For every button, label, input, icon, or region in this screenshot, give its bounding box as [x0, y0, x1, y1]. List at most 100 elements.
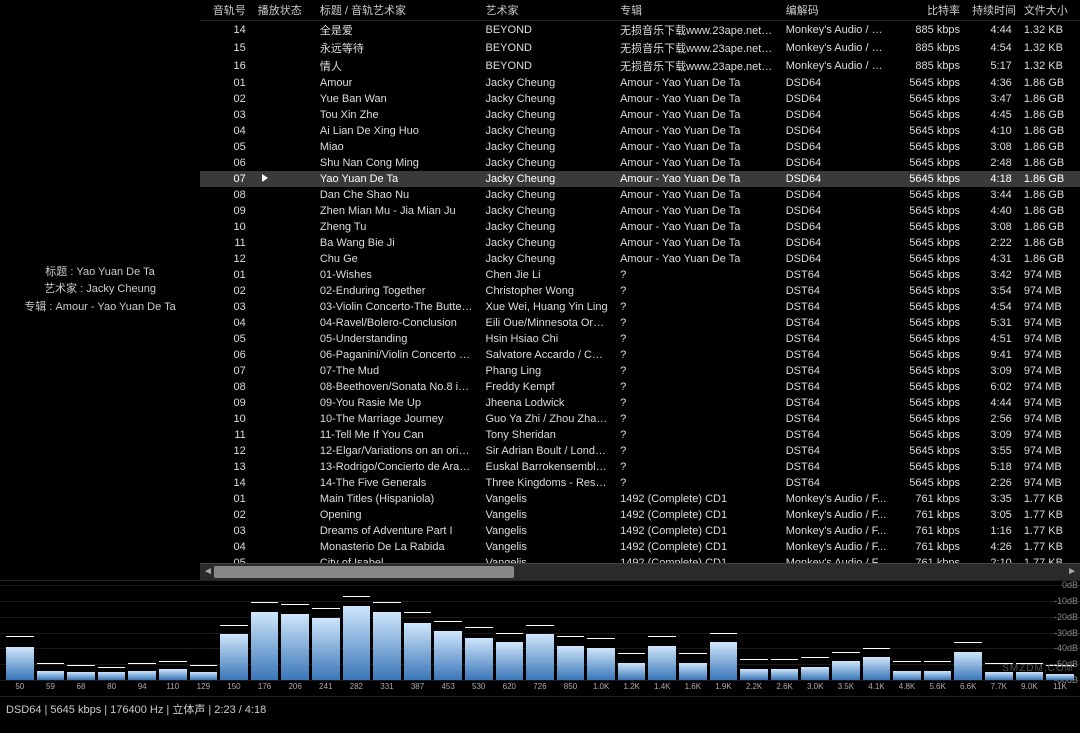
cell-play [252, 219, 314, 235]
cell-size: 1.77 KB [1018, 491, 1080, 507]
table-row[interactable]: 07Yao Yuan De TaJacky CheungAmour - Yao … [200, 171, 1080, 187]
scroll-left-icon[interactable]: ◄ [203, 566, 213, 577]
cell-title: Amour [314, 75, 480, 91]
playlist-scroll[interactable]: 14全是爱BEYOND无损音乐下载www.23ape.net BEY...Mon… [200, 21, 1080, 563]
cell-codec: DSD64 [780, 123, 894, 139]
table-row[interactable]: 0606-Paganini/Violin Concerto no...Salva… [200, 347, 1080, 363]
col-header-bitrate[interactable]: 比特率 [894, 0, 966, 21]
cell-track: 08 [200, 379, 252, 395]
table-row[interactable]: 02Yue Ban WanJacky CheungAmour - Yao Yua… [200, 91, 1080, 107]
freq-label: 282 [350, 682, 363, 691]
table-row[interactable]: 0404-Ravel/Bolero-ConclusionEili Oue/Min… [200, 315, 1080, 331]
col-header-artist[interactable]: 艺术家 [480, 0, 615, 21]
cell-title: Zheng Tu [314, 219, 480, 235]
table-row[interactable]: 1212-Elgar/Variations on an origi...Sir … [200, 443, 1080, 459]
table-row[interactable]: 11Ba Wang Bie JiJacky CheungAmour - Yao … [200, 235, 1080, 251]
table-row[interactable]: 04Monasterio De La RabidaVangelis1492 (C… [200, 539, 1080, 555]
table-row[interactable]: 06Shu Nan Cong MingJacky CheungAmour - Y… [200, 155, 1080, 171]
cell-play [252, 203, 314, 219]
cell-artist: Vangelis [480, 507, 615, 523]
cell-codec: DSD64 [780, 91, 894, 107]
spectrum-bar: 110 [159, 669, 187, 680]
col-header-size[interactable]: 文件大小 [1018, 0, 1080, 21]
table-row[interactable]: 1414-The Five GeneralsThree Kingdoms - R… [200, 475, 1080, 491]
cell-dur: 2:26 [966, 475, 1018, 491]
horizontal-scrollbar[interactable]: ◄ ► [200, 563, 1080, 580]
col-header-title[interactable]: 标题 / 音轨艺术家 [314, 0, 480, 21]
table-row[interactable]: 03Dreams of Adventure Part IVangelis1492… [200, 523, 1080, 539]
cell-size: 974 MB [1018, 331, 1080, 347]
cell-codec: Monkey's Audio / F... [780, 523, 894, 539]
col-header-play[interactable]: 播放状态 [252, 0, 314, 21]
table-row[interactable]: 09Zhen Mian Mu - Jia Mian JuJacky Cheung… [200, 203, 1080, 219]
cell-play [252, 475, 314, 491]
cell-size: 974 MB [1018, 267, 1080, 283]
cell-dur: 5:31 [966, 315, 1018, 331]
cell-album: Amour - Yao Yuan De Ta [614, 107, 780, 123]
table-row[interactable]: 0101-WishesChen Jie Li?DST645645 kbps3:4… [200, 267, 1080, 283]
cell-dur: 3:35 [966, 491, 1018, 507]
cell-bitrate: 5645 kbps [894, 331, 966, 347]
cell-codec: DST64 [780, 315, 894, 331]
cell-album: ? [614, 315, 780, 331]
table-row[interactable]: 04Ai Lian De Xing HuoJacky CheungAmour -… [200, 123, 1080, 139]
cell-title: 14-The Five Generals [314, 475, 480, 491]
cell-dur: 4:54 [966, 299, 1018, 315]
scrollbar-thumb[interactable] [214, 566, 514, 578]
cell-album: 无损音乐下载www.23ape.net BEY... [614, 39, 780, 57]
cell-dur: 9:41 [966, 347, 1018, 363]
cell-album: 无损音乐下载www.23ape.net BEY... [614, 21, 780, 39]
table-row[interactable]: 05MiaoJacky CheungAmour - Yao Yuan De Ta… [200, 139, 1080, 155]
table-row[interactable]: 03Tou Xin ZheJacky CheungAmour - Yao Yua… [200, 107, 1080, 123]
table-row[interactable]: 0808-Beethoven/Sonata No.8 in C ...Fredd… [200, 379, 1080, 395]
table-row[interactable]: 1111-Tell Me If You CanTony Sheridan?DST… [200, 427, 1080, 443]
table-row[interactable]: 0303-Violin Concerto-The Butterfl...Xue … [200, 299, 1080, 315]
cell-bitrate: 5645 kbps [894, 107, 966, 123]
cell-codec: DST64 [780, 379, 894, 395]
table-row[interactable]: 01Main Titles (Hispaniola)Vangelis1492 (… [200, 491, 1080, 507]
cell-title: 全是爱 [314, 21, 480, 39]
cell-album: Amour - Yao Yuan De Ta [614, 187, 780, 203]
col-header-track[interactable]: 音轨号 [200, 0, 252, 21]
spectrum-bar: 1.0K [587, 648, 615, 680]
cell-codec: Monkey's Audio / F... [780, 539, 894, 555]
cell-bitrate: 5645 kbps [894, 219, 966, 235]
cell-title: Shu Nan Cong Ming [314, 155, 480, 171]
cell-size: 1.86 GB [1018, 139, 1080, 155]
cell-codec: DST64 [780, 411, 894, 427]
table-row[interactable]: 01AmourJacky CheungAmour - Yao Yuan De T… [200, 75, 1080, 91]
spectrum-bar: 4.1K [863, 657, 891, 680]
freq-label: 206 [288, 682, 301, 691]
col-header-codec[interactable]: 编解码 [780, 0, 894, 21]
table-row[interactable]: 08Dan Che Shao NuJacky CheungAmour - Yao… [200, 187, 1080, 203]
table-row[interactable]: 14全是爱BEYOND无损音乐下载www.23ape.net BEY...Mon… [200, 21, 1080, 39]
table-row[interactable]: 02OpeningVangelis1492 (Complete) CD1Monk… [200, 507, 1080, 523]
spectrum-bar: 453 [434, 631, 462, 680]
freq-label: 59 [46, 682, 55, 691]
scroll-right-icon[interactable]: ► [1067, 566, 1077, 577]
col-header-dur[interactable]: 持续时间 [966, 0, 1018, 21]
freq-label: 331 [380, 682, 393, 691]
cell-dur: 4:40 [966, 203, 1018, 219]
cell-artist: Guo Ya Zhi / Zhou Zhan T... [480, 411, 615, 427]
table-row[interactable]: 15永远等待BEYOND无损音乐下载www.23ape.net BEY...Mo… [200, 39, 1080, 57]
table-row[interactable]: 0909-You Rasie Me UpJheena Lodwick?DST64… [200, 395, 1080, 411]
table-row[interactable]: 10Zheng TuJacky CheungAmour - Yao Yuan D… [200, 219, 1080, 235]
table-row[interactable]: 0707-The MudPhang Ling?DST645645 kbps3:0… [200, 363, 1080, 379]
table-row[interactable]: 0505-UnderstandingHsin Hsiao Chi?DST6456… [200, 331, 1080, 347]
cell-play [252, 91, 314, 107]
col-header-album[interactable]: 专辑 [614, 0, 780, 21]
table-row[interactable]: 05City of IsabelVangelis1492 (Complete) … [200, 555, 1080, 563]
cell-bitrate: 5645 kbps [894, 235, 966, 251]
cell-play [252, 139, 314, 155]
table-row[interactable]: 16情人BEYOND无损音乐下载www.23ape.net BEY...Monk… [200, 57, 1080, 75]
cell-size: 974 MB [1018, 347, 1080, 363]
cell-bitrate: 5645 kbps [894, 395, 966, 411]
table-row[interactable]: 12Chu GeJacky CheungAmour - Yao Yuan De … [200, 251, 1080, 267]
table-row[interactable]: 1313-Rodrigo/Concierto de Aranj...Euskal… [200, 459, 1080, 475]
now-playing-pane: 标题 : Yao Yuan De Ta 艺术家 : Jacky Cheung 专… [0, 0, 200, 580]
table-row[interactable]: 1010-The Marriage JourneyGuo Ya Zhi / Zh… [200, 411, 1080, 427]
cell-title: Ba Wang Bie Ji [314, 235, 480, 251]
cell-bitrate: 761 kbps [894, 491, 966, 507]
table-row[interactable]: 0202-Enduring TogetherChristopher Wong?D… [200, 283, 1080, 299]
